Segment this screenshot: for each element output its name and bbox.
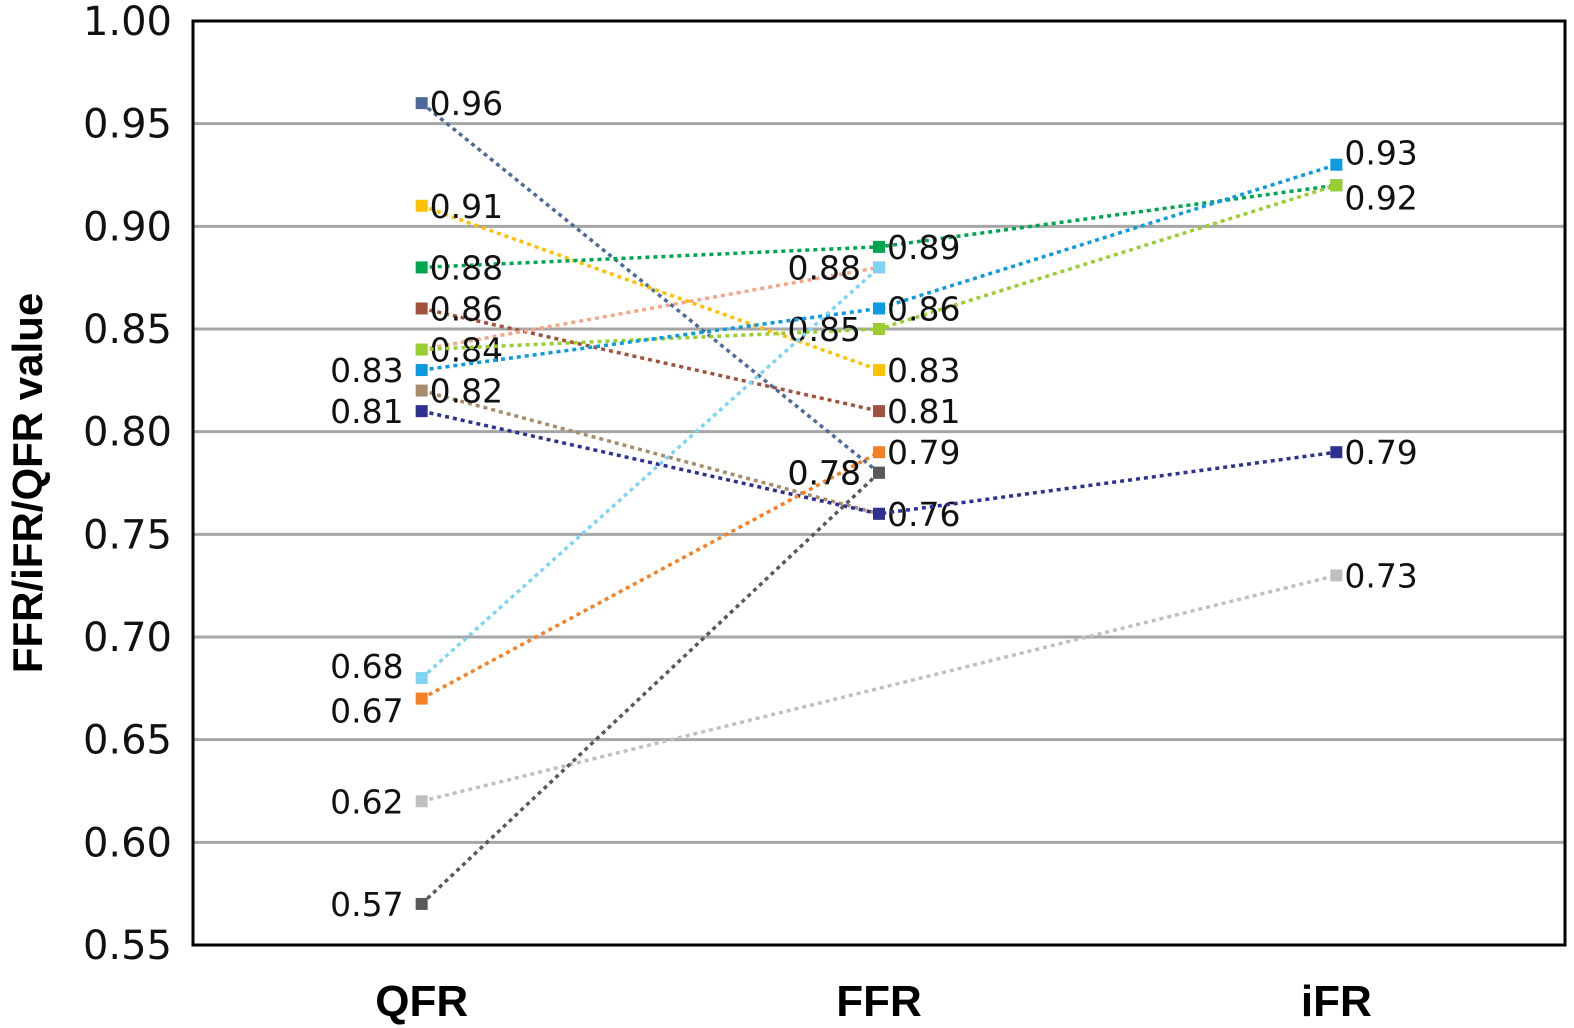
data-marker [415, 199, 428, 212]
series-line [421, 573, 1337, 803]
data-marker [415, 343, 428, 356]
data-label: 0.93 [1344, 134, 1417, 173]
x-category-label: iFR [1301, 977, 1372, 1026]
y-tick-label: 0.75 [83, 512, 172, 558]
data-marker [415, 897, 428, 910]
data-marker [873, 323, 885, 335]
data-label: 0.83 [330, 351, 403, 390]
data-label: 0.91 [430, 187, 503, 226]
data-label: 0.84 [430, 331, 503, 370]
data-label: 0.81 [887, 392, 960, 431]
series-line [421, 204, 880, 372]
x-category-label: QFR [375, 977, 468, 1026]
data-label: 0.68 [330, 647, 403, 686]
y-tick-label: 0.95 [83, 102, 172, 148]
data-label: 0.96 [430, 84, 503, 123]
series-line [420, 101, 881, 475]
data-label: 0.88 [430, 248, 503, 287]
series-line [421, 265, 880, 352]
data-marker [415, 692, 428, 705]
data-label: 0.67 [330, 692, 403, 731]
y-tick-label: 1.00 [83, 0, 172, 45]
y-tick-label: 0.55 [83, 923, 172, 969]
data-label: 0.73 [1344, 556, 1417, 595]
data-label: 0.76 [887, 495, 960, 534]
data-marker [1330, 569, 1343, 582]
series-group: 0.96 0.78 0.91 0.83 0.88 0.89 0.92 0.86 0.81 0.84… [330, 84, 1418, 924]
data-marker [415, 405, 428, 418]
data-label: 0.89 [887, 228, 960, 267]
data-label: 0.78 [788, 454, 861, 493]
y-axis-ticks: 0.55 0.60 0.65 0.70 0.75 0.80 0.85 0.90 0.95 1.00 [83, 0, 172, 969]
data-marker [415, 672, 428, 685]
data-marker [1330, 446, 1343, 459]
data-label: 0.85 [788, 310, 861, 349]
x-axis-categories: QFR FFR iFR [375, 977, 1372, 1026]
data-marker [415, 261, 428, 274]
data-marker [873, 240, 885, 253]
data-label: 0.92 [1344, 178, 1417, 217]
series-7: 0.83 0.86 0.93 [330, 134, 1418, 390]
data-marker [873, 446, 885, 459]
data-label: 0.81 [330, 392, 403, 431]
data-label: 0.86 [887, 289, 960, 328]
data-marker [415, 384, 428, 397]
data-marker [873, 507, 885, 520]
y-tick-label: 0.85 [83, 307, 172, 353]
y-tick-label: 0.90 [83, 204, 172, 250]
y-tick-label: 0.80 [83, 410, 172, 456]
data-label: 0.79 [887, 433, 960, 472]
series-2: 0.91 0.83 [415, 187, 960, 390]
data-marker [1330, 158, 1343, 171]
series-9: 0.810.79 [330, 392, 1418, 520]
data-marker [1330, 179, 1343, 192]
series-line [420, 450, 880, 701]
data-marker [415, 97, 428, 110]
series-line [421, 163, 1337, 372]
data-marker [873, 405, 885, 418]
y-tick-label: 0.65 [83, 718, 172, 764]
data-label: 0.88 [788, 248, 861, 287]
data-label: 0.82 [430, 372, 503, 411]
data-marker [873, 364, 885, 377]
data-marker [415, 364, 428, 377]
series-12: 0.62 0.73 [330, 556, 1418, 821]
series-line [420, 266, 881, 680]
y-axis-label: FFR/iFR/QFR value [4, 293, 51, 673]
series-line [420, 471, 881, 906]
data-label: 0.78 [788, 454, 861, 493]
gridlines [193, 122, 1565, 844]
data-label: 0.57 [330, 885, 403, 924]
y-tick-label: 0.60 [83, 820, 172, 866]
data-label: 0.86 [430, 289, 503, 328]
series-line [421, 409, 1337, 516]
data-label: 0.62 [330, 782, 403, 821]
data-label: 0.79 [1344, 433, 1417, 472]
data-marker [415, 302, 428, 315]
series-10: 0.68 [330, 261, 885, 686]
x-category-label: FFR [836, 977, 922, 1026]
y-tick-label: 0.70 [83, 615, 172, 661]
data-label: 0.83 [887, 351, 960, 390]
data-marker [415, 795, 428, 808]
data-marker [873, 466, 885, 479]
data-marker [873, 261, 885, 274]
data-marker [873, 302, 885, 315]
series-13: 0.57 0.78 [330, 454, 885, 924]
series-11: 0.67 0.79 [330, 433, 960, 730]
series-line [421, 306, 880, 413]
series-3: 0.88 0.89 0.92 [415, 178, 1418, 287]
plot-area-border [191, 19, 1567, 947]
series-4: 0.86 0.81 [415, 289, 960, 431]
series-6: 0.85 [415, 179, 1343, 356]
